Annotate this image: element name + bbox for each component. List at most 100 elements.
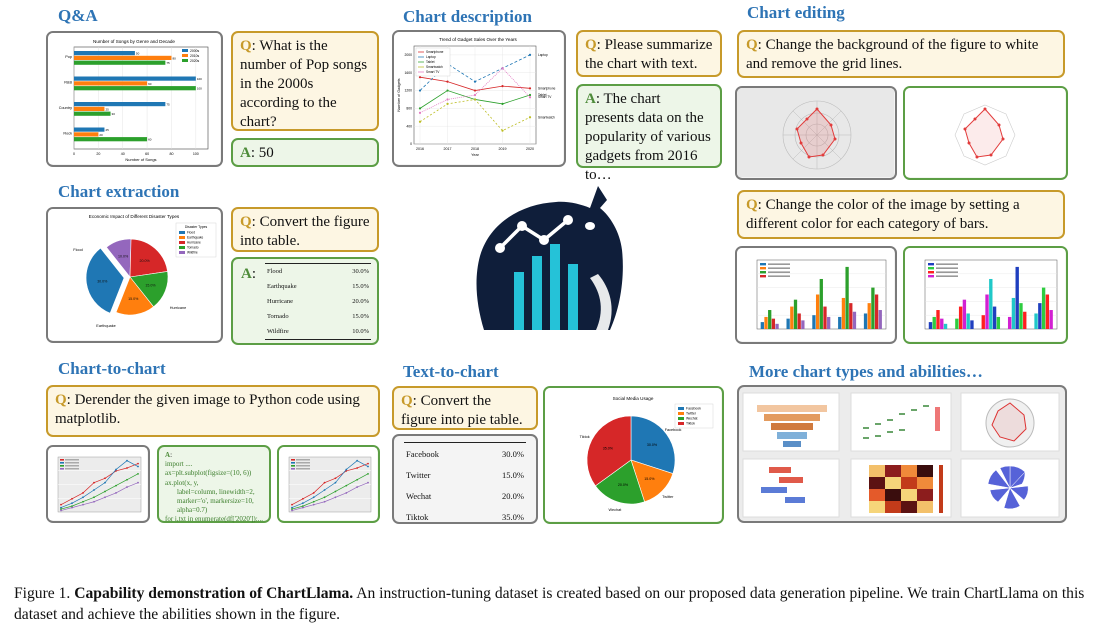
slice-name-label: Twitter xyxy=(662,495,674,499)
data-point xyxy=(323,496,326,499)
data-point xyxy=(334,481,337,484)
data-point xyxy=(446,102,449,106)
slice-pct-label: 10.0% xyxy=(118,255,129,259)
bar xyxy=(74,86,196,91)
bar xyxy=(1019,303,1023,329)
editing-radar-before-figure xyxy=(735,86,897,180)
category-label: Rock xyxy=(63,132,72,136)
table-row: Wechat 20.0% xyxy=(404,485,526,506)
bar xyxy=(819,278,823,329)
cell-value: 20.0% xyxy=(502,490,524,501)
series-line xyxy=(291,463,369,505)
data-point xyxy=(60,509,62,512)
slice-pct-label: 30.0% xyxy=(97,279,108,283)
data-point xyxy=(323,500,326,503)
code-line: alpha=0.7) xyxy=(177,506,208,515)
data-point xyxy=(334,477,337,480)
x-axis-label: Number of Songs xyxy=(125,157,156,162)
description-question-box: Q: Please summarize the chart with text. xyxy=(576,30,722,77)
q-label: Q xyxy=(240,38,252,54)
cell-name: Wildfire xyxy=(267,327,289,335)
bar xyxy=(1038,303,1042,329)
data-point xyxy=(345,484,348,487)
data-point xyxy=(301,505,304,508)
data-point xyxy=(82,492,84,494)
data-point xyxy=(312,492,315,494)
bar xyxy=(74,106,105,111)
code-line: ax=plt.subplot(figsize=(10, 6)) xyxy=(165,469,252,478)
x-tick-label: 80 xyxy=(169,152,173,156)
figure-caption: Figure 1. Capability demonstration of Ch… xyxy=(14,583,1106,625)
description-question-text: : Please summarize the chart with text. xyxy=(585,37,713,72)
data-point xyxy=(126,467,128,469)
chart-title: Social Media Usage xyxy=(613,396,654,401)
table-row: Facebook 30.0% xyxy=(404,443,526,464)
extraction-table: Flood 30.0% Earthquake 15.0% Hurricane 20.0% T… xyxy=(265,263,371,340)
bar-value-label: 50 xyxy=(136,52,140,56)
cell-value: 30.0% xyxy=(352,267,369,275)
bar-value-label: 30 xyxy=(112,112,116,116)
bar-value-label: 20 xyxy=(99,133,103,137)
pie-slice xyxy=(85,247,125,314)
bar xyxy=(74,55,172,60)
pie-slice xyxy=(586,415,632,487)
data-point xyxy=(126,478,128,481)
legend-label: Wildfire xyxy=(187,251,198,255)
bar xyxy=(775,323,779,329)
editing-question-box-2: Q: Change the color of the image by sett… xyxy=(737,190,1065,239)
bar-value-label: 75 xyxy=(166,61,170,65)
editing-question-box-1: Q: Change the background of the figure t… xyxy=(737,30,1065,78)
q-label: Q xyxy=(55,392,67,408)
extraction-pie-chart-figure: Economic Impact of Different Disaster Ty… xyxy=(46,207,223,343)
legend-label: Tiktok xyxy=(686,422,695,426)
slice-name-label: Flood xyxy=(73,248,83,252)
data-point xyxy=(60,508,62,510)
series-line xyxy=(60,463,139,505)
data-point xyxy=(93,489,95,491)
pie-slice xyxy=(594,459,645,505)
data-point xyxy=(528,96,532,99)
bar xyxy=(1023,311,1027,329)
data-point xyxy=(82,503,84,506)
legend-label: Smartphone xyxy=(426,50,444,54)
table-row: Twitter 15.0% xyxy=(404,464,526,485)
data-point xyxy=(473,80,477,83)
cell-value: 35.0% xyxy=(502,511,524,522)
cell-value: 15.0% xyxy=(352,282,369,290)
bar xyxy=(74,51,135,56)
caption-prefix: Figure 1. xyxy=(14,585,71,602)
y-tick-label: 1600 xyxy=(404,71,412,75)
bar xyxy=(841,297,846,329)
bar-value-label: 60 xyxy=(148,82,152,86)
bar xyxy=(845,266,849,329)
series-line xyxy=(60,473,139,510)
slice-pct-label: 15.0% xyxy=(128,297,139,301)
qa-question-text: : What is the number of Pop songs in the… xyxy=(240,38,368,130)
data-point xyxy=(528,87,532,90)
legend-label: Tornado xyxy=(187,246,199,250)
bar xyxy=(928,322,933,329)
python-code: import .... ax=plt.subplot(figsize=(10, 6… xyxy=(165,460,263,524)
bar xyxy=(74,111,111,116)
a-label: A xyxy=(165,451,171,459)
bar xyxy=(74,102,166,107)
editing-radar-after-figure xyxy=(903,86,1068,180)
data-point xyxy=(501,129,504,132)
y-tick-label: 800 xyxy=(406,107,412,111)
extraction-answer-text: : xyxy=(251,266,257,282)
data-point xyxy=(367,481,369,484)
qa-answer-text: : 50 xyxy=(250,145,274,161)
bar xyxy=(962,299,967,329)
heading-text-to-chart: Text-to-chart xyxy=(403,362,499,381)
text2chart-table-box: Facebook 30.0% Twitter 15.0% Wechat 20.0% Tikt… xyxy=(392,434,538,524)
q-label: Q xyxy=(585,37,597,53)
code-line: import .... xyxy=(165,460,193,469)
code-line: marker='o', markersize=10, xyxy=(177,497,254,506)
chart2chart-source-figure xyxy=(46,445,150,523)
cell-name: Twitter xyxy=(406,469,431,480)
bar xyxy=(932,316,936,329)
chart2chart-question-box: Q: Derender the given image to Python co… xyxy=(46,385,380,437)
data-point xyxy=(446,98,449,101)
slice-name-label: Earthquake xyxy=(96,324,115,328)
data-point xyxy=(473,98,477,101)
